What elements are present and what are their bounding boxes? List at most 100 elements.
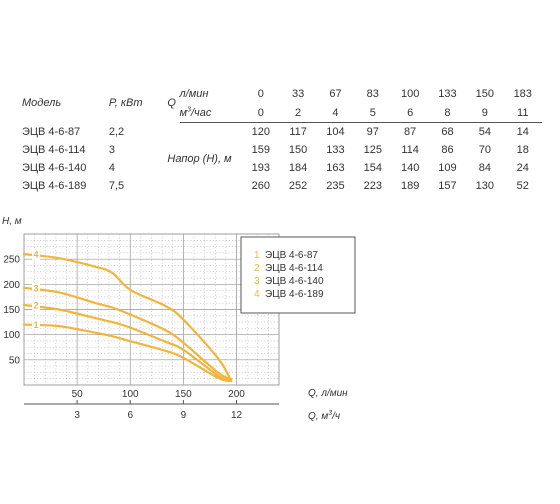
head-cell: 84: [478, 162, 491, 174]
head-cell: 117: [289, 126, 307, 138]
head-cell: 223: [363, 180, 382, 192]
legend-number: 3: [254, 276, 260, 287]
table-row: ЭЦВ 4-6-189 7,5 260 252 235 223 189 157 …: [22, 177, 542, 195]
table-row: ЭЦВ 4-6-87 2,2 Напор (H), м 120 117 104 …: [22, 123, 542, 165]
power-header: P, кВт: [108, 97, 143, 110]
legend: 1 ЭЦВ 4-6-87 2 ЭЦВ 4-6-114 3 ЭЦВ 4-6-140 4 ЭЦВ …: [240, 236, 356, 314]
series-marker-bg: [32, 249, 40, 260]
head-cell: 114: [401, 144, 419, 156]
flow-m3h-cell: 5: [354, 103, 392, 123]
model-cell: ЭЦВ 4-6-87: [22, 125, 81, 138]
head-cell: 68: [441, 126, 454, 138]
x-tick-label: 50: [72, 389, 84, 400]
flow-lmin-cell: 83: [366, 87, 379, 100]
head-cell: 163: [326, 162, 345, 174]
table-row: ЭЦВ 4-6-140 4 193 184 163 154 140 109 84…: [22, 159, 542, 177]
head-cell: 24: [516, 162, 529, 174]
flow-m3h-cell: 2: [279, 103, 317, 123]
series-marker-label: 3: [33, 283, 38, 293]
y-axis-label: H, м: [2, 216, 22, 227]
head-cell: 70: [478, 144, 491, 156]
flow-lmin-cell: 33: [291, 87, 305, 100]
head-cell: 154: [363, 162, 382, 174]
x2-tick-label: 9: [181, 410, 187, 421]
flow-lmin-cell: 100: [400, 87, 420, 100]
table-header-row-1: Модель P, кВт Q л/мин 0 33 67 83 100 133…: [22, 84, 542, 110]
x-tick-label: 200: [228, 389, 245, 400]
head-label: Напор (H), м: [167, 153, 232, 165]
axis-labels: H, м Q, л/мин Q, м3/ч: [2, 216, 348, 422]
unit-lmin: л/мин: [179, 87, 209, 100]
head-cell: 86: [441, 144, 454, 156]
series-line-4: [22, 253, 233, 383]
series-line-2: [22, 303, 233, 383]
x2-tick-label: 6: [127, 410, 133, 421]
series-marker-label: 4: [33, 250, 38, 260]
y-tick-label: 250: [3, 255, 20, 266]
flow-lmin-cell: 150: [475, 87, 494, 100]
series-line-1: [22, 323, 233, 383]
head-cell: 54: [478, 126, 491, 138]
x-axis-label: Q, л/мин: [308, 388, 348, 399]
head-cell: 184: [288, 162, 308, 174]
head-cell: 140: [400, 162, 420, 174]
y-tick-label: 50: [9, 355, 21, 366]
x2-tick-label: 3: [74, 410, 80, 421]
legend-box: [240, 236, 356, 314]
legend-label: ЭЦВ 4-6-189: [265, 289, 324, 300]
flow-m3h-cell: 4: [316, 103, 355, 123]
flow-lmin-cell: 133: [438, 87, 457, 100]
series-marker-label: 1: [33, 320, 38, 330]
model-cell: ЭЦВ 4-6-140: [22, 162, 87, 174]
legend-label: ЭЦВ 4-6-114: [265, 263, 323, 274]
flow-m3h-cell: 8: [428, 103, 467, 123]
head-cell: 235: [326, 180, 345, 192]
q-header: Q: [167, 97, 176, 110]
flow-m3h-cell: 0: [242, 103, 280, 123]
power-cell: 4: [108, 162, 115, 174]
head-cell: 14: [516, 126, 529, 138]
grid: [23, 233, 280, 386]
legend-number: 4: [254, 289, 260, 300]
flow-m3h-cell: 9: [466, 103, 504, 123]
curves: 1 2 3 4: [22, 249, 233, 383]
head-cell: 125: [363, 144, 382, 156]
head-cell: 260: [251, 180, 270, 192]
unit-m3h: м3/час: [179, 103, 243, 123]
head-cell: 104: [326, 126, 345, 138]
legend-label: ЭЦВ 4-6-87: [265, 250, 318, 261]
spec-table: Модель P, кВт Q л/мин 0 33 67 83 100 133…: [22, 84, 542, 195]
model-cell: ЭЦВ 4-6-189: [22, 180, 87, 192]
power-cell: 3: [108, 144, 115, 156]
head-cell: 189: [400, 180, 420, 192]
y-tick-label: 100: [3, 330, 20, 341]
head-cell: 97: [366, 126, 379, 138]
table-row: ЭЦВ 4-6-114 3 159 150 133 125 114 86 70 …: [22, 141, 542, 159]
x-tick-label: 100: [122, 389, 139, 400]
head-cell: 130: [475, 180, 494, 192]
head-cell: 157: [438, 180, 457, 192]
model-cell: ЭЦВ 4-6-114: [22, 144, 86, 156]
flow-m3h-cell: 6: [391, 103, 429, 123]
legend-number: 1: [254, 250, 260, 261]
y-tick-label: 200: [3, 280, 20, 291]
flow-lmin-cell: 67: [329, 87, 342, 100]
series-line-3: [22, 286, 233, 381]
head-cell: 133: [326, 144, 345, 156]
power-cell: 7,5: [108, 180, 125, 192]
legend-label: ЭЦВ 4-6-140: [265, 276, 324, 287]
head-cell: 193: [251, 162, 270, 174]
head-cell: 252: [288, 180, 308, 192]
x2-axis-label: Q, м3/ч: [308, 410, 340, 422]
head-cell: 87: [404, 126, 417, 138]
series-marker-bg: [32, 283, 40, 294]
head-cell: 150: [288, 144, 308, 156]
table-header-row-2: м3/час 0 2 4 5 6 8 9 11: [22, 103, 542, 123]
power-cell: 2,2: [108, 125, 125, 138]
flow-lmin-cell: 0: [257, 87, 264, 100]
series-marker-bg: [32, 320, 40, 331]
legend-number: 2: [254, 263, 260, 274]
x2-tick-label: 12: [231, 410, 243, 421]
